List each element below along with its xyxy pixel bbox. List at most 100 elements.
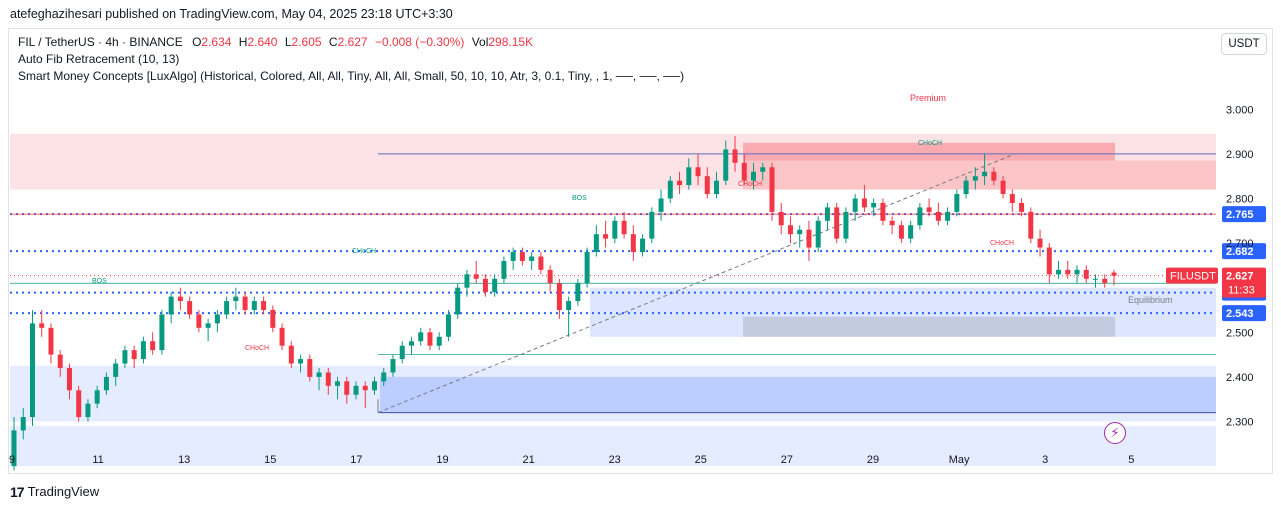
candle-body[interactable] bbox=[510, 252, 516, 261]
candle-body[interactable] bbox=[1083, 269, 1089, 279]
candle-body[interactable] bbox=[29, 323, 35, 418]
candle-body[interactable] bbox=[205, 323, 211, 328]
candle-body[interactable] bbox=[972, 176, 978, 181]
candle-body[interactable] bbox=[963, 180, 969, 195]
candle-body[interactable] bbox=[177, 296, 183, 302]
candle-body[interactable] bbox=[113, 363, 119, 377]
candle-body[interactable] bbox=[658, 198, 664, 212]
candle-body[interactable] bbox=[926, 207, 932, 212]
candle-body[interactable] bbox=[85, 403, 91, 418]
candle-body[interactable] bbox=[1065, 269, 1071, 275]
lightning-icon[interactable]: ⚡ bbox=[1104, 422, 1126, 444]
candle-body[interactable] bbox=[612, 220, 618, 239]
candle-body[interactable] bbox=[630, 234, 636, 253]
candle-body[interactable] bbox=[575, 283, 581, 302]
candle-body[interactable] bbox=[408, 341, 414, 346]
candle-body[interactable] bbox=[593, 234, 599, 253]
candle-body[interactable] bbox=[131, 350, 137, 360]
indicator-smc[interactable]: Smart Money Concepts [LuxAlgo] (Historic… bbox=[18, 69, 685, 83]
candle-body[interactable] bbox=[372, 381, 378, 391]
candle-body[interactable] bbox=[714, 180, 720, 195]
candle-body[interactable] bbox=[94, 390, 100, 404]
candle-body[interactable] bbox=[935, 211, 941, 221]
candle-body[interactable] bbox=[427, 332, 433, 346]
candle-body[interactable] bbox=[418, 332, 424, 342]
candle-body[interactable] bbox=[353, 385, 359, 395]
candle-body[interactable] bbox=[640, 238, 646, 253]
candle-body[interactable] bbox=[335, 381, 341, 386]
candle-body[interactable] bbox=[834, 207, 840, 239]
candle-body[interactable] bbox=[908, 225, 914, 239]
candle-body[interactable] bbox=[344, 381, 350, 395]
candle-body[interactable] bbox=[547, 269, 553, 284]
candle-body[interactable] bbox=[57, 354, 63, 368]
candle-body[interactable] bbox=[556, 283, 562, 310]
candle-body[interactable] bbox=[704, 176, 710, 195]
candle-body[interactable] bbox=[298, 359, 304, 364]
candle-body[interactable] bbox=[1000, 180, 1006, 195]
candle-body[interactable] bbox=[1056, 269, 1062, 275]
candle-body[interactable] bbox=[945, 211, 951, 221]
candle-body[interactable] bbox=[760, 167, 766, 172]
candle-body[interactable] bbox=[307, 359, 313, 377]
candle-body[interactable] bbox=[48, 327, 54, 355]
candle-body[interactable] bbox=[501, 260, 507, 279]
candle-body[interactable] bbox=[150, 341, 156, 351]
candle-body[interactable] bbox=[741, 162, 747, 181]
candle-body[interactable] bbox=[723, 149, 729, 181]
candle-body[interactable] bbox=[445, 314, 451, 337]
candle-body[interactable] bbox=[288, 345, 294, 364]
candle-body[interactable] bbox=[566, 301, 572, 310]
candle-body[interactable] bbox=[140, 341, 146, 360]
candle-body[interactable] bbox=[686, 167, 692, 186]
candle-body[interactable] bbox=[649, 211, 655, 239]
candle-body[interactable] bbox=[584, 252, 590, 284]
candle-body[interactable] bbox=[214, 314, 220, 324]
candle-body[interactable] bbox=[898, 225, 904, 239]
candle-body[interactable] bbox=[325, 372, 331, 386]
candle-body[interactable] bbox=[769, 167, 775, 212]
candle-body[interactable] bbox=[362, 385, 368, 391]
candle-body[interactable] bbox=[233, 296, 239, 302]
candle-body[interactable] bbox=[1009, 194, 1015, 203]
candle-body[interactable] bbox=[261, 301, 267, 310]
currency-unit-button[interactable]: USDT bbox=[1221, 33, 1267, 55]
candle-body[interactable] bbox=[251, 301, 257, 310]
candle-body[interactable] bbox=[103, 376, 109, 391]
candle-body[interactable] bbox=[11, 430, 17, 467]
candle-body[interactable] bbox=[196, 314, 202, 328]
candle-body[interactable] bbox=[279, 327, 285, 346]
candle-body[interactable] bbox=[20, 417, 26, 431]
candle-body[interactable] bbox=[1046, 247, 1052, 275]
candle-body[interactable] bbox=[316, 372, 322, 377]
candle-body[interactable] bbox=[852, 198, 858, 212]
candle-body[interactable] bbox=[1028, 211, 1034, 239]
candle-body[interactable] bbox=[750, 171, 756, 181]
candle-body[interactable] bbox=[399, 345, 405, 360]
candle-body[interactable] bbox=[732, 149, 738, 163]
candle-body[interactable] bbox=[917, 207, 923, 226]
candle-body[interactable] bbox=[168, 296, 174, 315]
candle-body[interactable] bbox=[122, 350, 128, 364]
candle-body[interactable] bbox=[797, 229, 803, 235]
candle-body[interactable] bbox=[390, 359, 396, 373]
candle-body[interactable] bbox=[529, 256, 535, 261]
candle-body[interactable] bbox=[695, 167, 701, 177]
candle-body[interactable] bbox=[982, 171, 988, 177]
candle-body[interactable] bbox=[1019, 202, 1025, 212]
candle-body[interactable] bbox=[519, 252, 525, 261]
candle-body[interactable] bbox=[861, 198, 867, 208]
candle-body[interactable] bbox=[1102, 278, 1108, 284]
candle-body[interactable] bbox=[76, 390, 82, 418]
indicator-fib[interactable]: Auto Fib Retracement (10, 13) bbox=[18, 52, 180, 66]
candle-body[interactable] bbox=[815, 220, 821, 248]
candle-body[interactable] bbox=[1037, 238, 1043, 248]
candle-body[interactable] bbox=[538, 256, 544, 270]
candle-body[interactable] bbox=[473, 274, 479, 279]
candle-body[interactable] bbox=[843, 211, 849, 239]
candle-body[interactable] bbox=[787, 225, 793, 235]
candle-body[interactable] bbox=[806, 229, 812, 248]
candle-body[interactable] bbox=[159, 314, 165, 351]
candle-body[interactable] bbox=[492, 278, 498, 293]
